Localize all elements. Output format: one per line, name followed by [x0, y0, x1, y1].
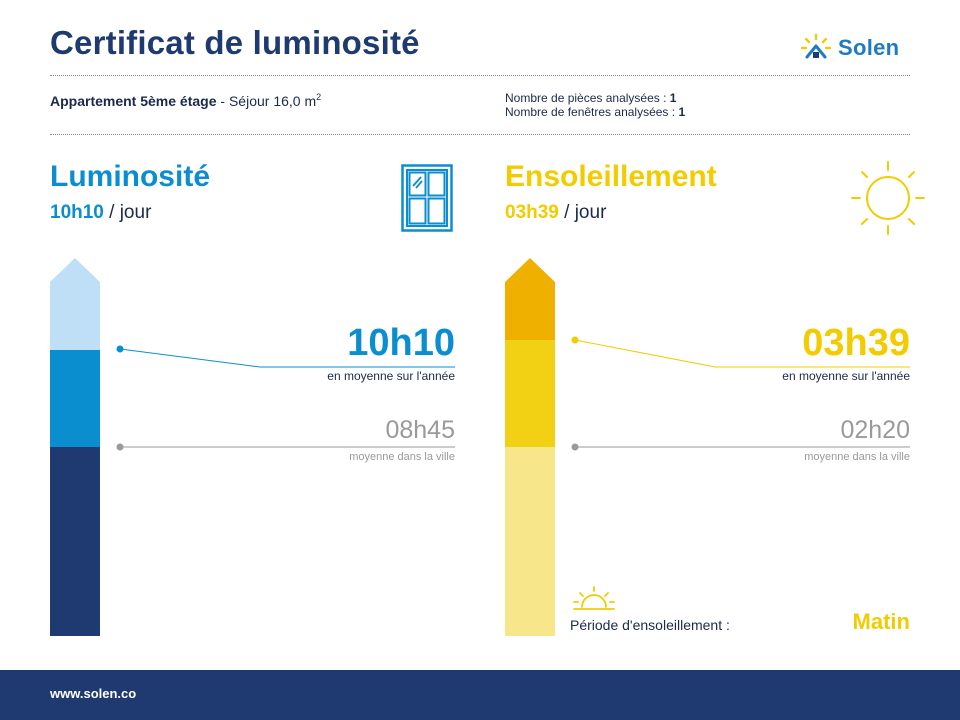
ensoleillement-city-value: 02h20 [840, 416, 910, 444]
periode-label: Période d'ensoleillement : [570, 617, 730, 633]
windows-count: Nombre de fenêtres analysées : 1 [505, 105, 685, 119]
ensoleillement-gauge-top [505, 258, 555, 340]
windows-count-label: Nombre de fenêtres analysées : [505, 105, 679, 119]
luminosite-big-caption: en moyenne sur l'année [327, 369, 455, 383]
luminosite-city-value: 08h45 [385, 416, 455, 444]
separator-bottom [50, 134, 910, 135]
solen-logo[interactable]: Solen [800, 32, 899, 64]
luminosite-daily-value: 10h10 [50, 202, 104, 223]
luminosite-gauge-base [50, 447, 100, 636]
ensoleillement-gauge [505, 258, 555, 636]
luminosite-gauge-mid [50, 350, 100, 447]
ensoleillement-title: Ensoleillement [505, 160, 717, 193]
rooms-count-value: 1 [669, 91, 677, 105]
separator-top [50, 75, 910, 76]
luminosite-title: Luminosité [50, 160, 211, 193]
logo-text: Solen [838, 35, 900, 60]
luminosite-leaders [116, 345, 455, 451]
area-exponent: 2 [316, 92, 322, 102]
luminosite-city-caption: moyenne dans la ville [349, 451, 455, 463]
page-title: Certificat de luminosité [50, 24, 420, 61]
ensoleillement-big-caption: en moyenne sur l'année [782, 369, 910, 383]
luminosite-daily: 10h10 / jour [50, 202, 151, 224]
luminosite-big-value: 10h10 [347, 322, 455, 364]
footer-bar [0, 670, 960, 720]
sunrise-icon [573, 586, 615, 610]
ensoleillement-leaders [571, 336, 910, 451]
analysis-counts: Nombre de pièces analysées : 1 Nombre de… [505, 91, 685, 119]
ensoleillement-gauge-mid [505, 340, 555, 447]
ensoleillement-city-caption: moyenne dans la ville [804, 451, 910, 463]
room-info: - Séjour 16,0 m [216, 93, 317, 109]
periode-value: Matin [852, 609, 910, 634]
luminosite-gauge [50, 258, 100, 636]
apartment-name: Appartement 5ème étage [50, 93, 217, 109]
sun-house-icon [800, 33, 832, 59]
windows-count-value: 1 [678, 105, 686, 119]
ensoleillement-gauge-base [505, 447, 555, 636]
footer-url[interactable]: www.solen.co [50, 686, 137, 701]
ensoleillement-daily: 03h39 / jour [505, 202, 606, 224]
apartment-info: Appartement 5ème étage - Séjour 16,0 m2 [50, 92, 321, 109]
rooms-count: Nombre de pièces analysées : 1 [505, 91, 685, 105]
ensoleillement-big-value: 03h39 [802, 322, 910, 364]
window-icon [401, 164, 453, 232]
luminosite-gauge-top [50, 258, 100, 350]
sun-icon [851, 161, 925, 235]
ensoleillement-daily-unit: / jour [558, 202, 607, 223]
rooms-count-label: Nombre de pièces analysées : [505, 91, 670, 105]
ensoleillement-daily-value: 03h39 [505, 202, 559, 223]
luminosite-daily-unit: / jour [103, 202, 152, 223]
